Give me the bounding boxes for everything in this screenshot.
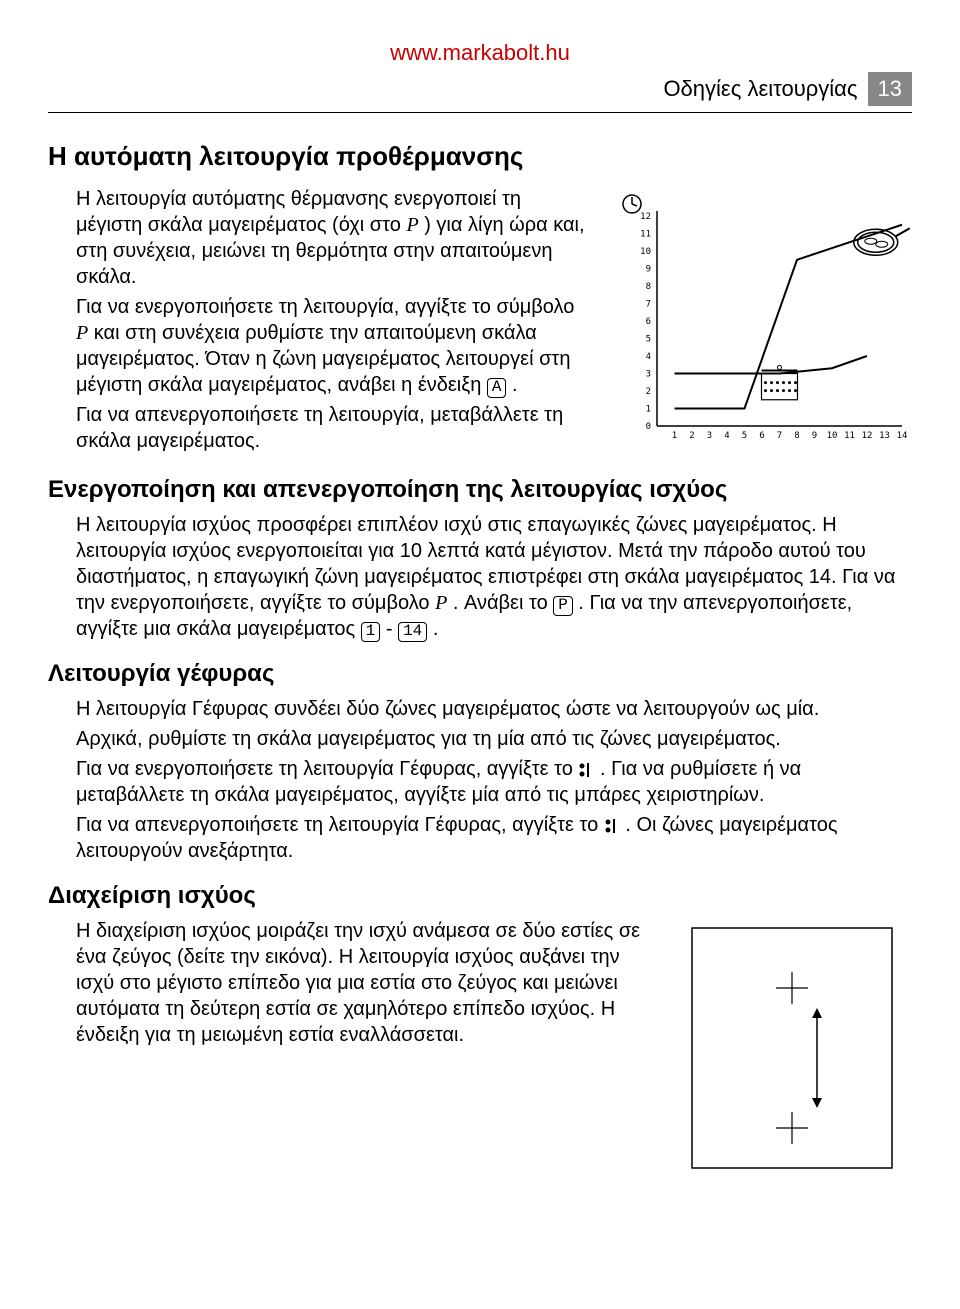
svg-text:4: 4 <box>646 352 651 362</box>
svg-text:5: 5 <box>742 431 747 441</box>
power-p1: Η λειτουργία ισχύος προσφέρει επιπλέον ι… <box>48 512 912 642</box>
powermgmt-title: Διαχείριση ισχύος <box>48 882 912 910</box>
svg-text:2: 2 <box>689 431 694 441</box>
hob-diagram <box>682 918 902 1178</box>
svg-text:12: 12 <box>862 431 873 441</box>
bridge-icon <box>578 761 594 779</box>
svg-text:9: 9 <box>646 265 651 275</box>
preheat-p3: Για να απενεργοποιήσετε τη λειτουργία, μ… <box>48 402 588 454</box>
header-label: Οδηγίες λειτουργίας <box>663 76 857 102</box>
svg-text:8: 8 <box>794 431 799 441</box>
powermgmt-p1: Η διαχείριση ισχύος μοιράζει την ισχύ αν… <box>48 918 658 1048</box>
bridge-title: Λειτουργία γέφυρας <box>48 660 912 688</box>
preheat-title: Η αυτόματη λειτουργία προθέρμανσης <box>48 141 912 172</box>
svg-text:12: 12 <box>640 212 651 222</box>
svg-text:1: 1 <box>646 405 651 415</box>
svg-text:4: 4 <box>724 431 729 441</box>
p-indicator: P <box>553 596 573 616</box>
preheat-p2: Για να ενεργοποιήσετε τη λειτουργία, αγγ… <box>48 294 588 398</box>
svg-text:11: 11 <box>844 431 855 441</box>
level-1-indicator: 1 <box>361 622 381 642</box>
svg-text:14: 14 <box>897 431 908 441</box>
svg-text:0: 0 <box>646 422 651 432</box>
heating-chart: 12111098765432101234567891011121314 <box>612 186 912 446</box>
svg-text:5: 5 <box>646 335 651 345</box>
svg-text:3: 3 <box>646 370 651 380</box>
svg-text:1: 1 <box>672 431 677 441</box>
preheat-p1: Η λειτουργία αυτόματης θέρμανσης ενεργοπ… <box>48 186 588 290</box>
svg-text:8: 8 <box>646 282 651 292</box>
p-glyph-2: P <box>76 322 88 344</box>
svg-text:11: 11 <box>640 230 651 240</box>
bridge-icon-2 <box>604 817 620 835</box>
p-glyph-3: P <box>435 592 447 614</box>
svg-text:10: 10 <box>640 247 651 257</box>
page-header: Οδηγίες λειτουργίας 13 <box>48 72 912 113</box>
bridge-p2: Αρχικά, ρυθμίστε τη σκάλα μαγειρέματος γ… <box>48 726 912 752</box>
svg-text:7: 7 <box>646 300 651 310</box>
svg-text:9: 9 <box>812 431 817 441</box>
source-url: www.markabolt.hu <box>48 40 912 66</box>
p-glyph: P <box>406 214 418 236</box>
svg-text:6: 6 <box>646 317 651 327</box>
level-14-indicator: 14 <box>398 622 427 642</box>
svg-text:2: 2 <box>646 387 651 397</box>
bridge-p3: Για να ενεργοποιήσετε τη λειτουργία Γέφυ… <box>48 756 912 808</box>
bridge-p4: Για να απενεργοποιήσετε τη λειτουργία Γέ… <box>48 812 912 864</box>
svg-text:6: 6 <box>759 431 764 441</box>
svg-text:13: 13 <box>879 431 890 441</box>
page-number: 13 <box>868 72 912 106</box>
svg-text:7: 7 <box>777 431 782 441</box>
power-title: Ενεργοποίηση και απενεργοποίηση της λειτ… <box>48 476 912 504</box>
bridge-p1: Η λειτουργία Γέφυρας συνδέει δύο ζώνες μ… <box>48 696 912 722</box>
svg-text:3: 3 <box>707 431 712 441</box>
a-indicator: A <box>487 378 507 398</box>
svg-text:10: 10 <box>827 431 838 441</box>
